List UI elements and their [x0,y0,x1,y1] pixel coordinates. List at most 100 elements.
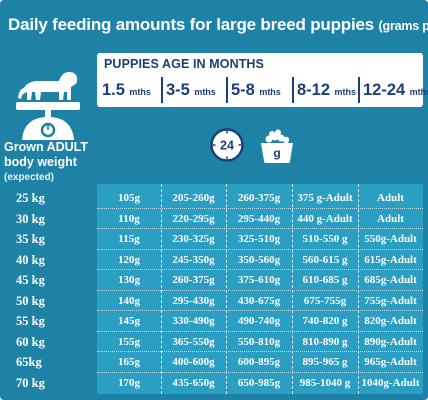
table-cell: 350-560g [237,253,281,266]
table-cell: 365-550g [172,335,215,348]
month-value: 8-12 [297,81,331,99]
left-column: Grown ADULT body weight (expected) [0,44,96,400]
table-cell: Adult [377,192,404,204]
scale-stem [45,110,51,120]
row-divider [97,310,423,312]
month-unit: mths [259,87,281,97]
table-cell: 260-375g [172,274,215,286]
table-cell: 895-965 g [302,356,348,368]
table-cell: 615g-Adult [364,253,417,266]
month-unit: mths [129,87,151,97]
feeding-table: 105g 205-260g 260-375g 375 g-Adult Adult 110g… [97,184,423,394]
clock-face [210,128,244,162]
row-divider [97,269,423,271]
table-cell: 260-375g [237,192,281,204]
weight-label: 35 kg [16,232,45,246]
month-separator [161,77,163,103]
month-unit: mths [194,87,216,97]
column-divider [292,184,294,394]
clock-number: 24 [220,139,234,153]
table-cell: 810-890 g [302,335,348,348]
table-cell: 685g-Adult [364,274,417,286]
table-cell: 890g-Adult [364,335,417,348]
title-main: Daily feeding amounts for large breed pu… [8,15,375,34]
weight-label: 45 kg [16,273,45,287]
adult-weight-text: Grown ADULT body weight [4,140,89,169]
month-separator [358,77,360,103]
column-divider [161,184,163,394]
month-value: 12-24 [363,81,406,99]
month-col-1: 1.5 mths [99,75,163,105]
weight-label: 60 kg [16,334,45,349]
table-cell: 510-550 g [302,233,348,245]
table-cell: 330-490g [172,315,215,327]
table-cell: 650-985g [237,376,281,389]
row-divider [97,330,423,333]
expected-text: (expected) [4,172,55,183]
weight-label: 55 kg [16,314,45,328]
table-cell: 560-615 g [302,253,348,266]
table-cell: 245-350g [172,253,215,266]
table-cell: 1040g-Adult [361,376,420,389]
table-cell: 145g [118,315,140,327]
bowl-label: g [273,146,280,160]
kibble [282,136,290,144]
month-value: 1.5 [102,81,125,99]
clock-icon: 24 [210,128,244,162]
page-title: Daily feeding amounts for large breed pu… [8,6,428,44]
weight-label: 65kg [16,355,42,369]
table-cell: 230-325g [172,233,215,245]
weight-label: 30 kg [16,211,45,226]
adult-weight-label: Grown ADULT body weight (expected) [4,140,96,185]
table-cell: 820g-Adult [364,315,417,327]
table-cell: 170g [118,376,140,389]
table-cell: 755g-Adult [364,294,417,307]
kibble [269,131,275,137]
table-cell: 740-820 g [302,315,348,327]
column-divider [358,184,360,394]
table-cell: 965g-Adult [364,356,417,368]
month-col-4: 8-12 mths [294,75,359,105]
table-cell: 325-510g [237,233,281,245]
weight-label: 40 kg [16,252,45,267]
title-sub: (grams per day): [378,19,428,33]
kibble [277,134,285,142]
table-cell: 430-675g [237,294,281,307]
row-divider [97,248,423,251]
row-divider [97,371,423,374]
row-divider [97,207,423,210]
table-cell: 675-755g [303,294,347,307]
table-cell: 130g [118,274,140,286]
table-cell: 295-430g [172,294,215,307]
icons-row: 24 g [97,110,423,182]
table-cell: 400-600g [172,356,215,368]
row-divider [97,228,423,230]
kibble [275,129,281,136]
weight-label: 70 kg [16,375,45,390]
table-cell: 435-650g [172,376,215,389]
month-value: 5-8 [231,81,255,99]
row-divider [97,351,423,353]
weight-label: 25 kg [16,191,45,205]
scale-dial [40,122,56,138]
table-cell: 120g [118,253,140,266]
months-title: PUPPIES AGE IN MONTHS [104,57,264,71]
table-cell: 110g [118,212,140,225]
table-cell: 155g [118,335,140,348]
table-cell: 140g [118,294,140,307]
month-col-3: 5-8 mths [228,75,292,105]
month-unit: mths [409,87,428,97]
table-cell: 610-685 g [302,274,348,286]
month-separator [292,77,294,103]
month-separator [226,77,228,103]
bowl [261,143,293,163]
food-bowl-icon: g [261,129,293,163]
months-header: PUPPIES AGE IN MONTHS 1.5 mths 3-5 mths … [97,53,428,107]
table-cell: 165g [118,356,140,368]
kibble [265,135,273,143]
table-cell: 105g [118,192,140,204]
weight-label: 50 kg [16,293,45,308]
month-col-5: 12-24 mths [360,75,428,105]
table-cell: 295-440g [237,212,281,225]
